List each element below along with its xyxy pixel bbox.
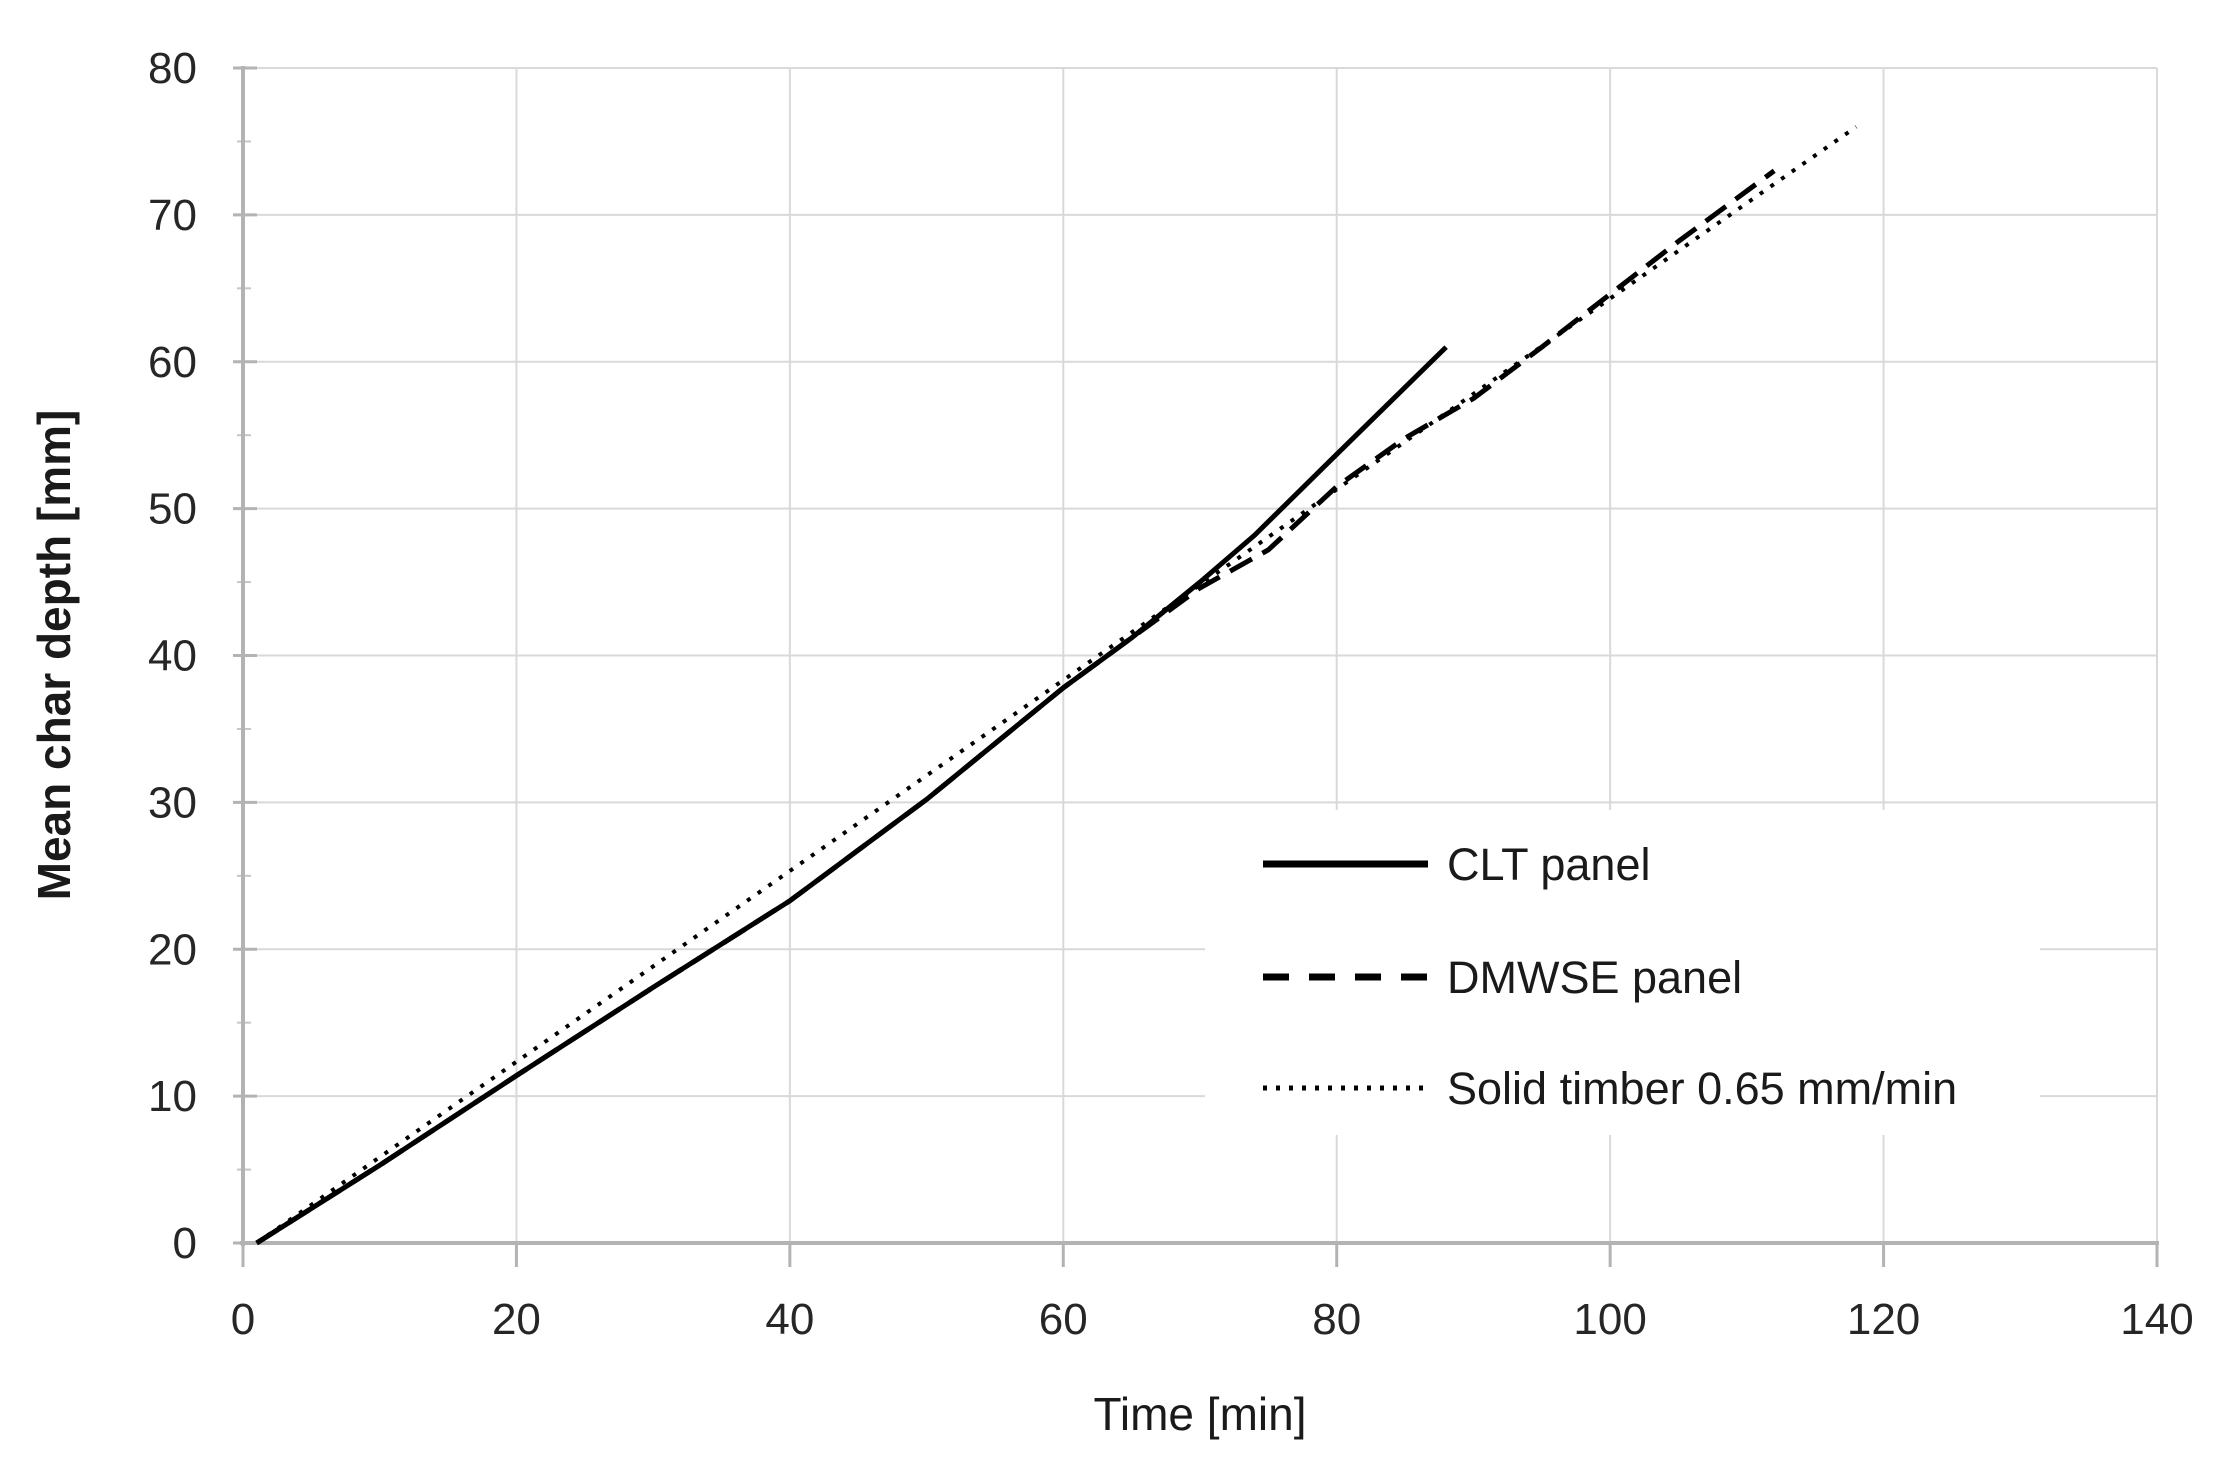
series-line-dmwse-panel xyxy=(255,168,1776,1246)
axes xyxy=(240,66,2159,1246)
y-tick-label: 20 xyxy=(148,925,197,974)
legend-item-label: DMWSE panel xyxy=(1447,952,1742,1003)
x-tick-label: 140 xyxy=(2120,1295,2193,1344)
y-tick-label: 70 xyxy=(148,191,197,240)
y-tick-label: 0 xyxy=(173,1219,197,1268)
x-tick-label: 20 xyxy=(492,1295,541,1344)
y-axis-title: Mean char depth [mm] xyxy=(28,410,80,901)
x-axis-title: Time [min] xyxy=(1094,1388,1307,1440)
y-tick-label: 10 xyxy=(148,1072,197,1121)
y-tick-label: 30 xyxy=(148,778,197,827)
legend-item: CLT panel xyxy=(1263,839,1650,890)
legend-item: Solid timber 0.65 mm/min xyxy=(1263,1063,1957,1114)
x-tick-label: 80 xyxy=(1312,1295,1361,1344)
gridlines xyxy=(242,67,2158,1244)
legend-item-label: CLT panel xyxy=(1447,839,1650,890)
legend-item-label: Solid timber 0.65 mm/min xyxy=(1447,1063,1957,1114)
y-tick-label: 60 xyxy=(148,338,197,387)
x-tick-label: 100 xyxy=(1573,1295,1646,1344)
y-tick-label: 50 xyxy=(148,485,197,534)
x-tick-label: 60 xyxy=(1039,1295,1088,1344)
tick-labels: 0 20 40 60 80 100 120 140 0 10 20 30 40 50 60 70 80 xyxy=(148,44,2194,1344)
y-tick-label: 40 xyxy=(148,632,197,681)
x-tick-label: 0 xyxy=(231,1295,255,1344)
legend: CLT panel DMWSE panel Solid timber 0.65 mm… xyxy=(1205,810,2040,1135)
legend-item: DMWSE panel xyxy=(1263,952,1742,1003)
x-tick-label: 120 xyxy=(1847,1295,1920,1344)
x-tick-label: 40 xyxy=(765,1295,814,1344)
series-line-solid-timber-0-65-mm-min xyxy=(255,125,1858,1245)
y-tick-label: 80 xyxy=(148,44,197,93)
series-lines xyxy=(255,125,1858,1246)
